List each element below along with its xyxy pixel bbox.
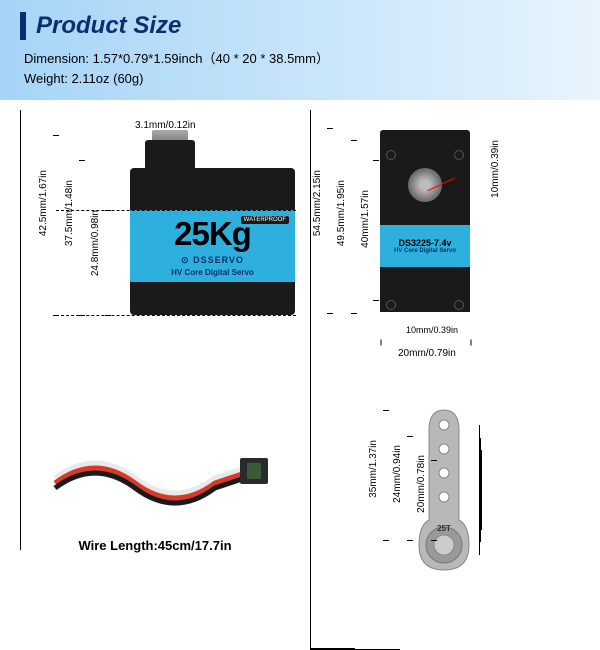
dim-top: 3.1mm/0.12in	[135, 120, 196, 131]
model-label: DS3225-7.4v	[398, 238, 451, 248]
side-dim-h2: 49.5mm/1.95in	[336, 180, 347, 246]
dim-h3: 24.8mm/0.98in	[90, 210, 101, 276]
side-label-plate: DS3225-7.4v HV Core Digital Servo	[380, 225, 470, 267]
wire-length-label: Wire Length:45cm/17.7in	[78, 538, 231, 553]
content-grid: WATERPROOF 25Kg ⊙ DSSERVO HV Core Digita…	[0, 100, 600, 600]
dim-h2: 37.5mm/1.48in	[64, 180, 75, 246]
side-subtitle: HV Core Digital Servo	[394, 248, 456, 254]
servo-front-diagram: WATERPROOF 25Kg ⊙ DSSERVO HV Core Digita…	[20, 110, 290, 370]
wire-diagram: Wire Length:45cm/17.7in	[20, 390, 290, 590]
horn-dim-h2: 24mm/0.94in	[392, 445, 403, 503]
waterproof-badge: WATERPROOF	[241, 216, 289, 224]
horn-diagram: 25T 35mm/1.37in 24mm/0.94in 20mm/0.78in	[310, 390, 580, 590]
servo-top-cap	[145, 140, 195, 170]
side-dim-h3: 40mm/1.57in	[360, 190, 371, 248]
horn-dim-h3: 20mm/0.78in	[416, 455, 427, 513]
page-title: Product Size	[20, 12, 580, 40]
side-dim-offset: 10mm/0.39in	[406, 325, 458, 335]
dim-h1: 42.5mm/1.67in	[38, 170, 49, 236]
dimension-text: Dimension: 1.57*0.79*1.59inch（40 * 20 * …	[24, 48, 580, 67]
side-dim-h1: 54.5mm/2.15in	[312, 170, 323, 236]
horn-teeth-label: 25T	[437, 524, 451, 533]
wire-icon	[35, 428, 275, 528]
brand-label: ⊙ DSSERVO	[181, 255, 244, 266]
side-dim-h4: 10mm/0.39in	[490, 140, 501, 198]
servo-side-diagram: DS3225-7.4v HV Core Digital Servo 54.5mm…	[310, 110, 580, 370]
header-banner: Product Size Dimension: 1.57*0.79*1.59in…	[0, 0, 600, 100]
servo-label-plate: WATERPROOF 25Kg ⊙ DSSERVO HV Core Digita…	[130, 210, 295, 282]
weight-text: Weight: 2.11oz (60g)	[24, 71, 580, 86]
side-dim-width: 20mm/0.79in	[398, 348, 456, 359]
torque-label: 25Kg	[174, 215, 251, 253]
subtitle-label: HV Core Digital Servo	[171, 268, 254, 277]
horn-dim-h1: 35mm/1.37in	[368, 440, 379, 498]
